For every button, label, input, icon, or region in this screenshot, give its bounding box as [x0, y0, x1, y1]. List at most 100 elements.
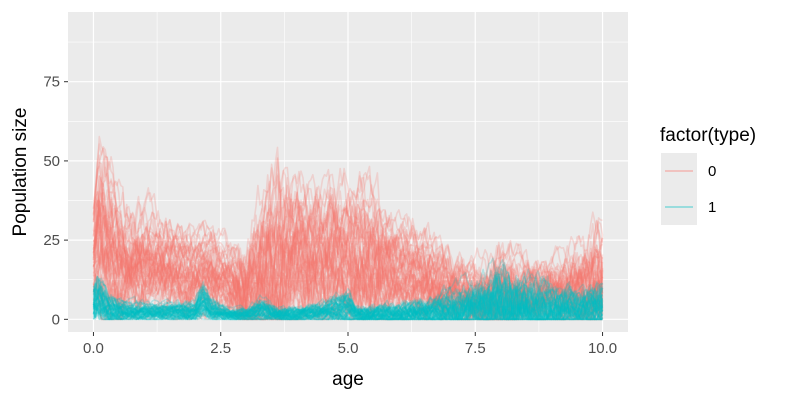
series-0-line [92, 198, 604, 321]
series-0-line [92, 190, 604, 321]
series-0-runs [92, 135, 604, 321]
y-tick-label: 0 [52, 311, 60, 328]
series-0-line [92, 143, 604, 321]
series-0-line [93, 176, 604, 320]
grid-major [68, 12, 628, 332]
series-0-line [92, 248, 604, 321]
series-1-line [92, 296, 604, 321]
series-0-line [92, 234, 603, 321]
series-1-line [92, 295, 604, 321]
x-tick-label: 5.0 [338, 340, 359, 357]
x-tick-label: 0.0 [83, 340, 104, 357]
series-1-line [92, 279, 604, 321]
series-1-line [93, 284, 603, 321]
series-1-line [92, 286, 603, 321]
series-1-line [92, 284, 604, 321]
series-0-line [92, 226, 604, 321]
series-0-line [92, 158, 603, 321]
series-0-line [92, 224, 604, 321]
series-0-line [92, 210, 604, 321]
series-0-line [92, 165, 604, 311]
series-0-line [92, 200, 604, 321]
series-0-line [92, 211, 603, 321]
series-0-line [92, 188, 604, 321]
series-0-line [92, 210, 604, 321]
series-0-line [92, 236, 604, 321]
legend-label-1: 1 [708, 199, 716, 216]
series-0-line [92, 231, 604, 321]
series-0-line [92, 239, 603, 321]
series-1-line [92, 291, 603, 321]
series-1-line [92, 292, 603, 321]
series-0-line [92, 175, 603, 321]
series-1-line [92, 290, 603, 321]
series-1-line [92, 285, 603, 321]
y-tick-label: 50 [43, 153, 60, 170]
y-tick-label: 75 [43, 74, 60, 91]
series-0-line [92, 189, 604, 321]
series-0-line [92, 226, 604, 321]
series-1-line [92, 266, 604, 321]
series-1-line [92, 287, 604, 321]
series-0-line [92, 135, 604, 315]
y-axis-title: Population size [10, 108, 31, 237]
series-0-line [92, 216, 604, 321]
axes: 0.0 2.5 5.0 7.5 10.0 0 25 50 75 [43, 74, 617, 357]
legend: factor(type) 0 1 [660, 125, 756, 225]
series-1-line [92, 281, 604, 321]
series-0-line [92, 214, 603, 321]
series-1-line [92, 287, 604, 321]
series-1-line [92, 276, 604, 321]
series-1-line [92, 282, 604, 321]
series-layer [92, 135, 604, 321]
series-1-line [92, 277, 604, 321]
series-0-line [92, 175, 604, 319]
series-0-line [92, 160, 604, 317]
series-0-line [92, 162, 603, 321]
series-1-line [92, 289, 604, 321]
series-1-line [92, 275, 604, 321]
series-1-line [92, 284, 604, 321]
series-1-line [92, 291, 604, 321]
series-1-line [92, 262, 603, 321]
series-0-line [92, 223, 604, 321]
series-0-line [92, 146, 604, 320]
series-0-line [92, 240, 604, 321]
series-1-line [92, 277, 604, 321]
series-1-line [92, 285, 603, 321]
legend-label-0: 0 [708, 163, 716, 180]
series-1-line [92, 296, 604, 321]
series-1-line [92, 282, 604, 321]
series-1-line [92, 294, 603, 321]
series-1-line [92, 271, 604, 320]
series-0-line [92, 199, 604, 321]
series-1-line [92, 257, 603, 321]
series-1-line [92, 272, 604, 321]
series-1-line [92, 289, 604, 321]
series-1-line [92, 283, 604, 321]
series-1-runs [92, 257, 604, 321]
series-0-line [92, 204, 604, 321]
series-0-line [92, 158, 604, 299]
series-1-line [92, 270, 604, 321]
series-0-line [92, 154, 604, 315]
series-1-line [93, 264, 604, 321]
series-0-line [93, 250, 604, 321]
series-1-line [92, 268, 604, 321]
x-tick-label: 2.5 [210, 340, 231, 357]
series-0-line [92, 165, 604, 312]
series-1-line [92, 288, 604, 321]
series-0-line [92, 224, 604, 321]
series-1-line [92, 275, 604, 321]
series-1-line [93, 273, 604, 321]
series-1-line [93, 271, 604, 321]
series-1-line [92, 270, 604, 321]
series-0-line [92, 183, 604, 314]
series-0-line [92, 212, 604, 321]
series-1-line [92, 288, 604, 321]
series-0-line [92, 244, 604, 321]
x-tick-label: 10.0 [588, 340, 617, 357]
series-0-line [92, 214, 604, 321]
series-0-line [92, 211, 604, 321]
series-0-line [92, 205, 604, 321]
